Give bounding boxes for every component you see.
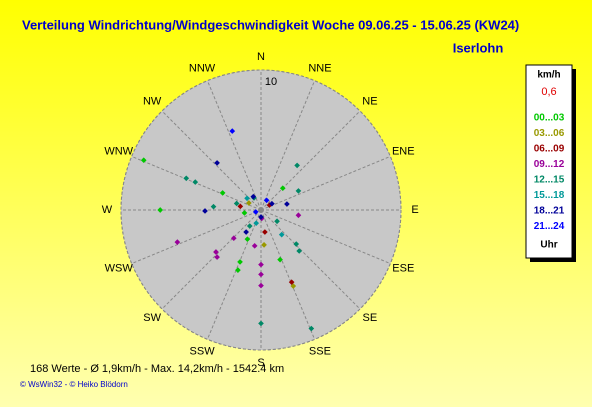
direction-label: W [102,204,113,216]
spoke [260,209,391,265]
point [214,254,220,260]
legend-label: 00...03 [534,113,565,124]
point [241,210,248,216]
direction-label: WSW [105,262,134,274]
direction-label: SW [143,312,161,324]
spoke [131,209,262,265]
point [229,128,236,134]
direction-label: WNW [104,145,133,157]
point [296,248,303,254]
point [243,229,249,235]
point [252,209,259,215]
spoke [260,80,316,211]
point [293,241,300,247]
direction-label: N [257,51,265,63]
location: Iserlohn [453,40,504,55]
spoke [260,155,391,211]
point [250,193,257,200]
point [258,320,264,327]
point [269,200,275,207]
spoke [260,110,361,211]
point [263,197,270,204]
point [246,223,253,229]
point [258,261,264,268]
point [246,200,252,206]
point [192,179,199,185]
point [261,242,267,248]
direction-label: SSW [190,345,216,357]
point [213,249,219,255]
grid-circle [120,69,402,351]
direction-label: ESE [392,262,414,274]
legend-label: 15...18 [534,190,565,201]
point [244,236,251,243]
r-tick-label: 10 [265,76,277,88]
point [140,157,147,164]
point [279,185,286,192]
point [308,325,315,332]
legend-label: 03...06 [534,128,565,139]
legend-label: 18...21 [534,206,565,217]
credit: © WsWin32 - © Heiko Blödorn [20,380,128,389]
legend-label: 06...09 [534,144,565,155]
point [202,208,208,214]
point [295,212,302,219]
point [219,190,226,196]
legend-title: km/h [537,70,560,81]
legend-value: 0,6 [541,86,556,98]
point [210,203,217,210]
point [174,239,181,245]
direction-label: NNE [308,63,331,75]
point [230,235,237,242]
point [262,229,268,235]
point [258,282,264,289]
chart-title: Verteilung Windrichtung/Windgeschwindigk… [22,17,519,32]
spoke [206,209,262,340]
direction-label: NW [143,96,162,108]
spoke [161,209,262,310]
spoke [206,80,262,211]
point [277,256,283,263]
point [295,188,302,194]
direction-label: S [257,357,264,369]
point [157,207,164,213]
point [244,195,250,202]
point [214,160,220,166]
legend-footer: Uhr [540,240,557,251]
summary: 168 Werte - Ø 1,9km/h - Max. 14,2km/h - … [30,363,284,375]
point [237,203,244,210]
point [235,267,241,273]
point [183,175,190,182]
spoke [260,209,316,340]
direction-label: SSE [309,345,331,357]
direction-label: E [411,204,418,216]
point [258,271,264,278]
point [284,201,290,207]
point [237,259,243,265]
point [278,231,285,238]
point [233,200,240,207]
point [294,162,300,169]
point [274,218,280,225]
legend-label: 21...24 [534,221,565,232]
spoke [161,110,262,211]
direction-label: ENE [392,145,415,157]
direction-label: NNW [189,63,216,75]
spoke [260,209,361,310]
direction-label: SE [363,312,378,324]
point [251,243,258,249]
point [288,279,295,285]
legend-label: 12...15 [534,175,565,186]
legend-label: 09...12 [534,159,565,170]
point [258,214,264,220]
direction-label: NE [362,96,377,108]
legend-box [525,64,573,259]
